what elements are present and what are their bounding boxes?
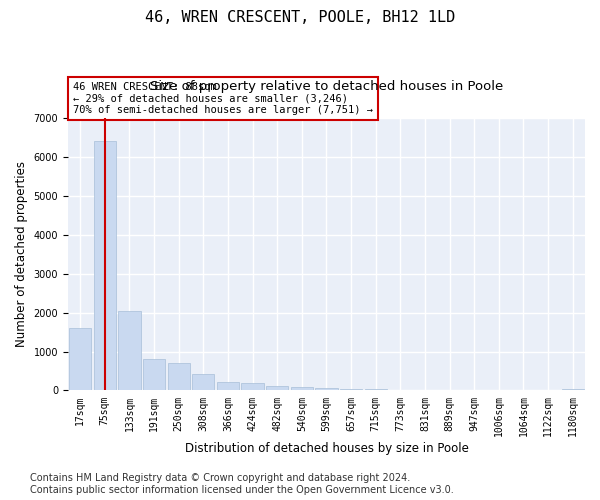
Bar [241,382,263,390]
Title: Size of property relative to detached houses in Poole: Size of property relative to detached ho… [150,80,503,93]
Bar [562,389,584,390]
Bar [69,328,91,390]
Y-axis label: Number of detached properties: Number of detached properties [15,161,28,347]
Bar [316,388,338,390]
Bar [192,374,214,390]
Bar [143,360,165,390]
Bar [340,388,362,390]
Text: 46, WREN CRESCENT, POOLE, BH12 1LD: 46, WREN CRESCENT, POOLE, BH12 1LD [145,10,455,25]
Bar [167,363,190,390]
Bar [365,389,387,390]
X-axis label: Distribution of detached houses by size in Poole: Distribution of detached houses by size … [185,442,469,455]
Text: Contains HM Land Registry data © Crown copyright and database right 2024.
Contai: Contains HM Land Registry data © Crown c… [30,474,454,495]
Bar [291,388,313,390]
Bar [118,310,140,390]
Text: 46 WREN CRESCENT: 88sqm
← 29% of detached houses are smaller (3,246)
70% of semi: 46 WREN CRESCENT: 88sqm ← 29% of detache… [73,82,373,115]
Bar [266,386,288,390]
Bar [217,382,239,390]
Bar [94,141,116,390]
